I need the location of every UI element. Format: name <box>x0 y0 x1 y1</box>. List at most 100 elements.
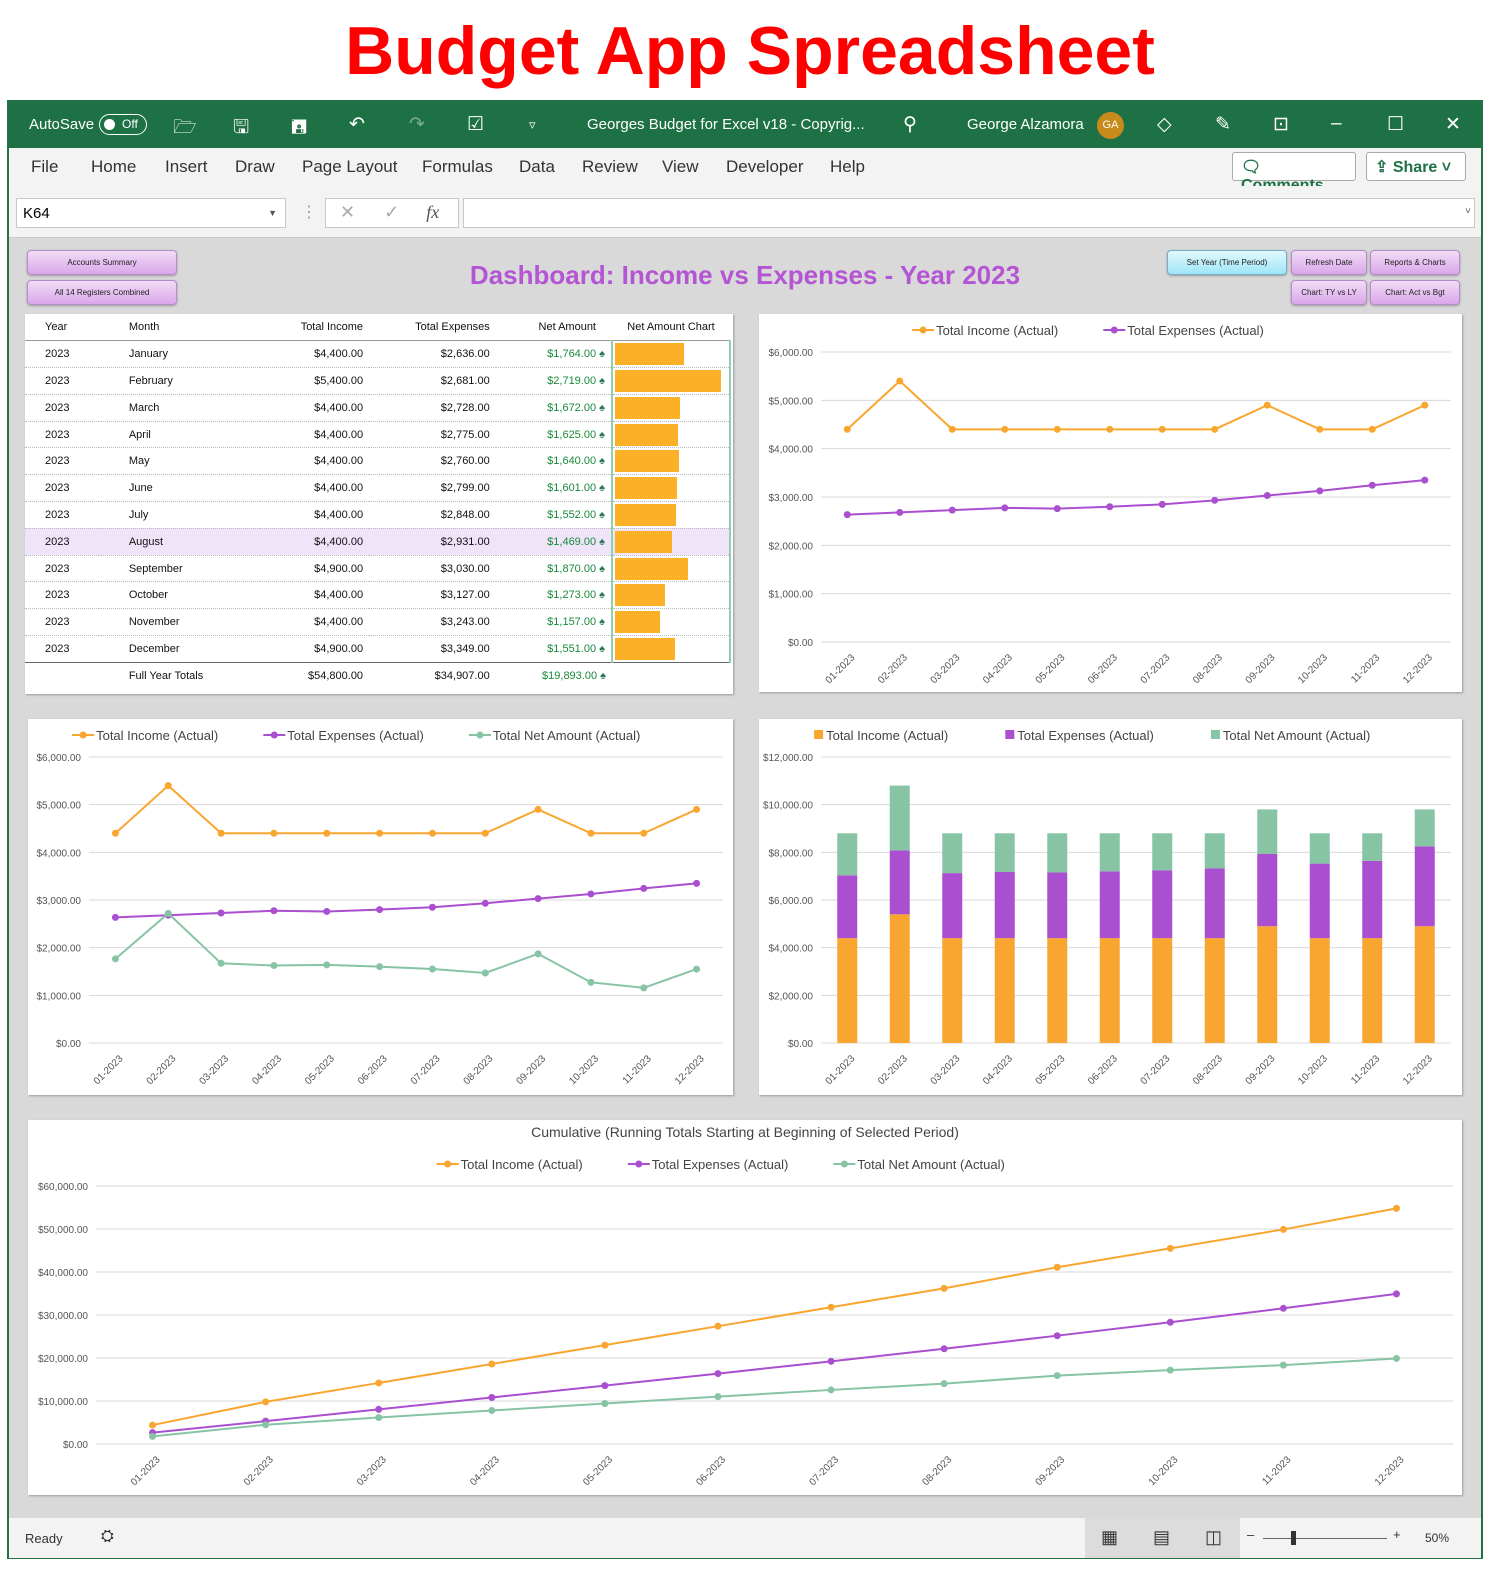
bar-segment <box>1204 833 1225 869</box>
tab-insert[interactable]: Insert <box>165 157 208 176</box>
minimize-icon[interactable]: – <box>1331 113 1342 134</box>
search-icon[interactable]: ⚲ <box>903 114 917 135</box>
zoom-level[interactable]: 50% <box>1425 1531 1450 1545</box>
data-point <box>1211 425 1219 433</box>
maximize-icon[interactable]: ☐ <box>1387 114 1405 135</box>
tab-view[interactable]: View <box>662 157 699 176</box>
x-tick-label: 10-2023 <box>1296 652 1330 686</box>
series-line <box>847 479 1425 516</box>
tab-review[interactable]: Review <box>582 157 638 176</box>
stacked-bar-chart: $0.00 $2,000.00 $4,000.00 $6,000.00 $8,000.0… <box>759 719 1462 1095</box>
close-icon[interactable]: ✕ <box>1445 114 1461 135</box>
cell-expenses: $3,030.00 <box>369 555 496 583</box>
bar-segment <box>1257 926 1278 1043</box>
chart-title: Cumulative (Running Totals Starting at B… <box>531 1124 959 1140</box>
legend-marker <box>270 731 278 739</box>
autosave-toggle[interactable]: Off <box>99 114 147 135</box>
reports-charts-button[interactable]: Reports & Charts <box>1370 250 1460 275</box>
data-point <box>1053 1332 1061 1340</box>
x-tick-label: 08-2023 <box>1191 1053 1225 1087</box>
formula-input[interactable] <box>463 198 1475 228</box>
share-button[interactable]: ⇪ Share ˅ <box>1366 152 1466 181</box>
cancel-icon[interactable]: ✕ <box>340 202 356 222</box>
tree-icon: ♠ <box>599 508 605 521</box>
ribbon-display-icon[interactable]: ⊡ <box>1273 114 1289 135</box>
x-tick-label: 12-2023 <box>1373 1454 1407 1488</box>
redo-icon[interactable]: ↷ <box>409 114 425 135</box>
undo-icon[interactable]: ↶ <box>349 114 365 135</box>
x-tick-label: 02-2023 <box>145 1053 179 1087</box>
all-registers-button[interactable]: All 14 Registers Combined <box>27 280 177 305</box>
refresh-date-button[interactable]: Refresh Date <box>1291 250 1367 275</box>
total-income: $54,800.00 <box>260 661 370 690</box>
name-box[interactable]: K64 ▼ <box>16 198 286 228</box>
y-tick-label: $3,000.00 <box>37 896 82 907</box>
expand-formula-icon[interactable]: ˅ <box>1465 206 1471 217</box>
y-tick-label: $5,000.00 <box>37 801 82 812</box>
pen-icon[interactable]: ✎ <box>1215 114 1231 135</box>
zoom-slider[interactable] <box>1263 1538 1387 1539</box>
accessibility-icon[interactable]: ⛭ <box>101 1528 114 1545</box>
diamond-icon[interactable]: ◇ <box>1157 114 1172 135</box>
tab-help[interactable]: Help <box>830 157 865 176</box>
set-year-button[interactable]: Set Year (Time Period) <box>1167 250 1287 275</box>
bar-segment <box>1204 868 1225 939</box>
legend-marker <box>79 731 87 739</box>
cell-month: February <box>98 367 261 395</box>
chevron-down-icon[interactable]: ▼ <box>268 208 277 218</box>
data-point <box>1211 496 1219 504</box>
zoom-slider-thumb[interactable] <box>1291 1531 1296 1545</box>
chart-act-vs-bgt-button[interactable]: Chart: Act vs Bgt <box>1370 280 1460 305</box>
legend-label: Total Expenses (Actual) <box>1127 323 1264 338</box>
tab-home[interactable]: Home <box>91 157 137 176</box>
data-point <box>1316 487 1324 495</box>
bar-segment <box>837 875 858 939</box>
tab-page-layout[interactable]: Page Layout <box>302 157 398 176</box>
tab-formulas[interactable]: Formulas <box>422 157 493 176</box>
share-label: Share <box>1392 159 1438 176</box>
formula-bar: K64 ▼ ⋮ ✕ ✓ fx ˅ <box>9 186 1481 238</box>
insert-function-icon[interactable]: fx <box>426 202 440 222</box>
normal-view-icon[interactable]: ▦ <box>1101 1527 1119 1547</box>
y-tick-label: $6,000.00 <box>769 896 814 907</box>
col-net: Net Amount <box>495 314 612 342</box>
comments-button[interactable]: 🗨 Comments <box>1232 152 1356 194</box>
chart-ty-vs-ly-button[interactable]: Chart: TY vs LY <box>1291 280 1367 305</box>
data-point <box>323 829 331 837</box>
zoom-out-icon[interactable]: – <box>1247 1527 1255 1542</box>
page-layout-view-icon[interactable]: ▤ <box>1153 1527 1171 1547</box>
zoom-in-icon[interactable]: + <box>1393 1527 1401 1542</box>
cell-income: $4,400.00 <box>260 501 370 529</box>
open-folder-icon[interactable]: 🗁 <box>173 117 197 138</box>
x-tick-label: 03-2023 <box>197 1053 231 1087</box>
y-tick-label: $0.00 <box>788 638 813 649</box>
income-expenses-net-line-chart: $0.00 $1,000.00 $2,000.00 $3,000.00 $4,000.0… <box>28 719 733 1095</box>
data-point <box>488 1360 496 1368</box>
customize-dropdown-icon[interactable]: ▿ <box>529 117 536 132</box>
drag-handle-icon[interactable]: ⋮ <box>301 204 317 221</box>
legend-marker <box>635 1160 643 1168</box>
y-tick-label: $10,000.00 <box>763 801 813 812</box>
tab-data[interactable]: Data <box>519 157 555 176</box>
avatar[interactable]: GA <box>1097 112 1124 139</box>
page-break-view-icon[interactable]: ◫ <box>1205 1527 1223 1547</box>
tab-developer[interactable]: Developer <box>726 157 804 176</box>
accounts-summary-button[interactable]: Accounts Summary <box>27 250 177 275</box>
tab-file[interactable]: File <box>31 157 59 176</box>
cell-year: 2023 <box>25 474 99 503</box>
legend-label: Total Income (Actual) <box>826 728 948 743</box>
form-icon[interactable]: ☑ <box>467 114 485 135</box>
save-as-icon[interactable]: 🖪 <box>291 117 308 138</box>
tab-draw[interactable]: Draw <box>235 157 275 176</box>
bar-segment <box>1414 926 1435 1043</box>
legend-swatch <box>1005 730 1015 739</box>
x-tick-label: 07-2023 <box>1139 652 1173 686</box>
table-row: 2023 November $4,400.00 $3,243.00 $1,157.00 … <box>25 608 731 637</box>
cell-income: $4,900.00 <box>260 635 370 663</box>
table-row: 2023 October $4,400.00 $3,127.00 $1,273.00 ♠ <box>25 581 731 610</box>
save-icon[interactable]: 🖫 <box>233 117 250 138</box>
cell-net: $1,552.00 ♠ <box>495 501 612 529</box>
enter-icon[interactable]: ✓ <box>384 202 400 222</box>
bar-segment <box>1047 938 1068 1043</box>
data-point <box>428 903 436 911</box>
